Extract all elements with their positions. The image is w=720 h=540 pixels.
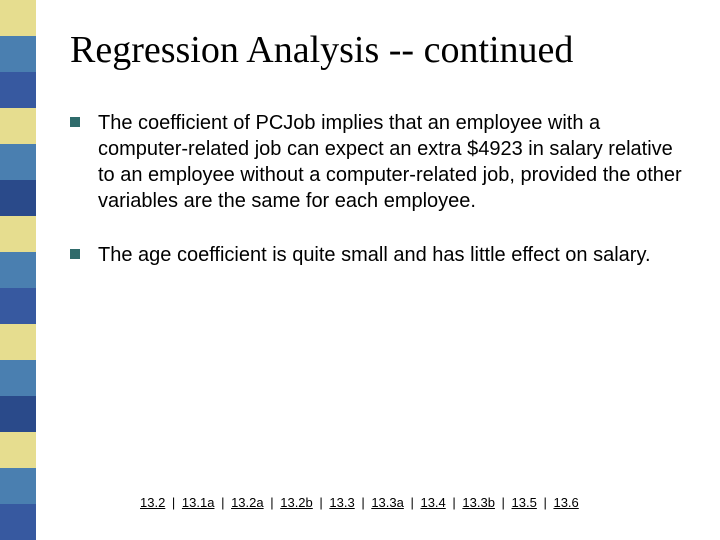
nav-separator: | [316,495,327,510]
sidebar-block [0,288,36,324]
nav-link[interactable]: 13.3a [371,495,404,510]
sidebar-block [0,468,36,504]
sidebar-block [0,180,36,216]
nav-separator: | [498,495,509,510]
nav-link[interactable]: 13.3 [329,495,354,510]
bullet-text: The coefficient of PCJob implies that an… [98,110,690,214]
sidebar-block [0,504,36,540]
sidebar-block [0,144,36,180]
sidebar-block [0,108,36,144]
sidebar-block [0,36,36,72]
nav-link[interactable]: 13.2b [280,495,313,510]
bullet-item: The age coefficient is quite small and h… [70,242,690,268]
nav-link[interactable]: 13.2a [231,495,264,510]
bullet-marker-icon [70,249,80,259]
nav-separator: | [168,495,179,510]
sidebar-block [0,72,36,108]
slide-title: Regression Analysis -- continued [70,28,690,72]
nav-link[interactable]: 13.4 [420,495,445,510]
nav-separator: | [449,495,460,510]
nav-separator: | [540,495,551,510]
nav-link[interactable]: 13.1a [182,495,215,510]
nav-separator: | [358,495,369,510]
nav-separator: | [267,495,278,510]
nav-link[interactable]: 13.6 [553,495,578,510]
bullet-marker-icon [70,117,80,127]
footer-nav: 13.2 | 13.1a | 13.2a | 13.2b | 13.3 | 13… [140,495,579,510]
slide-content: Regression Analysis -- continued The coe… [70,28,690,296]
decorative-sidebar [0,0,36,540]
nav-separator: | [407,495,418,510]
sidebar-block [0,360,36,396]
sidebar-block [0,324,36,360]
sidebar-block [0,432,36,468]
sidebar-block [0,252,36,288]
nav-link[interactable]: 13.3b [462,495,495,510]
bullet-text: The age coefficient is quite small and h… [98,242,651,268]
bullet-item: The coefficient of PCJob implies that an… [70,110,690,214]
sidebar-block [0,216,36,252]
sidebar-block [0,396,36,432]
nav-separator: | [217,495,228,510]
sidebar-block [0,0,36,36]
nav-link[interactable]: 13.2 [140,495,165,510]
nav-link[interactable]: 13.5 [512,495,537,510]
